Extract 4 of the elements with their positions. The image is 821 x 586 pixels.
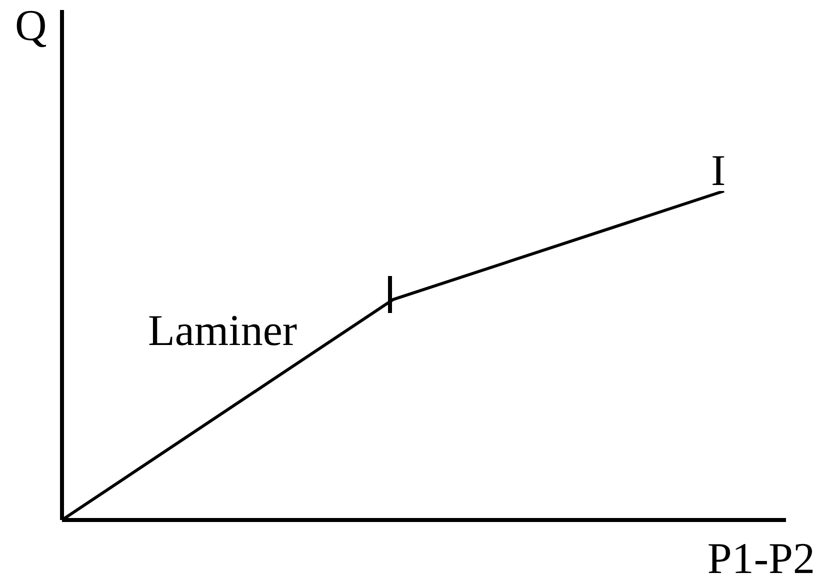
annotation: I: [711, 146, 726, 195]
x-axis-title: P1-P2: [707, 534, 815, 583]
annotation: Laminer: [148, 306, 298, 355]
y-axis-title: Q: [15, 1, 47, 50]
